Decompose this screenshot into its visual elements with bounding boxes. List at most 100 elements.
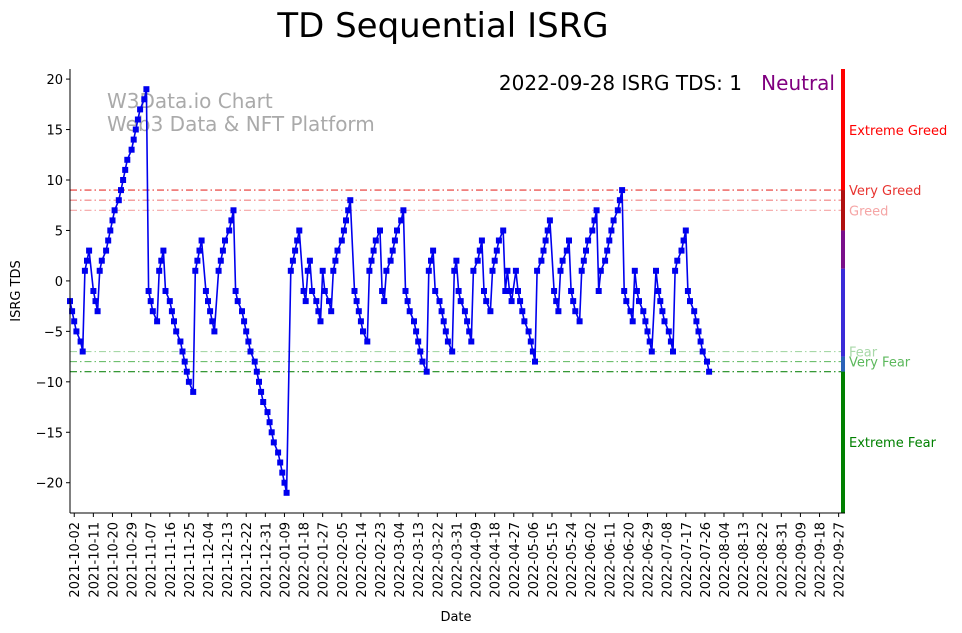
data-point	[644, 328, 651, 335]
data-point	[464, 318, 471, 325]
data-point	[232, 288, 239, 294]
data-point	[394, 227, 400, 234]
data-point	[141, 96, 148, 103]
x-tick-label: 2022-09-18	[814, 522, 829, 598]
data-point	[659, 308, 666, 315]
data-point	[226, 227, 233, 234]
data-point	[580, 257, 587, 264]
watermark-line-2: Web3 Data & NFT Platform	[107, 112, 375, 136]
data-point	[636, 298, 642, 305]
y-tick-label: 5	[55, 224, 63, 239]
data-point	[391, 237, 398, 244]
data-point	[483, 298, 490, 305]
zone-label-extreme-greed: Extreme Greed	[849, 124, 947, 139]
data-point	[419, 358, 426, 365]
data-point	[313, 298, 320, 305]
data-point	[642, 318, 649, 325]
x-tick-label: 2022-03-22	[431, 522, 446, 598]
x-tick-label: 2022-04-27	[508, 522, 523, 598]
data-point	[177, 338, 184, 345]
data-point	[79, 348, 86, 355]
data-point	[597, 267, 604, 274]
data-point	[171, 318, 177, 325]
x-tick-label: 2022-09-27	[833, 522, 848, 598]
data-point	[190, 388, 197, 395]
data-point	[493, 247, 500, 254]
sentiment-zone-bar: Extreme Greed Extreme Fear	[841, 69, 947, 513]
data-point	[417, 348, 424, 355]
data-point	[697, 338, 704, 345]
data-point	[351, 288, 358, 294]
data-point	[453, 257, 460, 264]
data-point	[98, 257, 105, 264]
x-tick-label: 2022-02-14	[355, 522, 370, 598]
data-point	[540, 247, 547, 254]
data-point	[608, 227, 615, 234]
data-point	[506, 288, 513, 294]
data-point	[258, 388, 265, 395]
data-point	[466, 328, 473, 335]
data-point	[130, 136, 137, 143]
data-point	[566, 237, 572, 244]
x-tick-label: 2022-07-26	[699, 522, 714, 598]
data-point	[183, 368, 190, 375]
x-tick-label: 2021-12-31	[259, 522, 274, 598]
x-tick-label: 2022-03-04	[393, 522, 408, 598]
y-ticks: 20 15 10 5 0 −5 −10 −15 −20	[36, 73, 70, 492]
sentiment-status: Neutral	[761, 71, 835, 95]
data-point	[585, 237, 592, 244]
data-point	[430, 247, 437, 254]
data-point	[283, 489, 290, 496]
data-point	[268, 429, 275, 436]
data-point	[595, 288, 602, 294]
data-point	[309, 288, 316, 294]
data-point	[306, 257, 313, 264]
data-point	[304, 267, 311, 274]
data-point	[657, 298, 664, 305]
data-point	[207, 308, 214, 315]
x-tick-label: 2021-12-13	[221, 522, 236, 598]
data-point	[387, 257, 394, 264]
data-point	[260, 399, 267, 405]
data-point	[438, 308, 445, 315]
data-point	[576, 318, 583, 325]
reference-line-label: Very Fear	[849, 356, 911, 371]
data-point	[674, 257, 681, 264]
data-point	[512, 267, 519, 274]
data-point	[134, 116, 141, 123]
data-point	[527, 338, 534, 345]
data-point	[476, 247, 483, 254]
data-point	[559, 257, 566, 264]
data-point	[105, 237, 112, 244]
x-tick-label: 2021-12-04	[202, 522, 217, 598]
data-point	[610, 217, 617, 224]
data-point	[389, 247, 396, 254]
data-point	[377, 227, 383, 234]
data-point	[621, 288, 628, 294]
y-tick-label: 15	[46, 124, 63, 139]
data-point	[432, 288, 439, 294]
data-point	[353, 298, 360, 305]
data-point	[319, 267, 326, 274]
data-point	[302, 298, 309, 305]
data-point	[253, 368, 260, 375]
data-point	[275, 449, 282, 456]
data-point	[154, 318, 161, 325]
data-point	[423, 368, 430, 375]
latest-reading-text: 2022-09-28 ISRG TDS: 1	[499, 71, 742, 95]
x-tick-label: 2022-04-09	[470, 522, 485, 598]
y-tick-label: −15	[36, 426, 63, 441]
data-point	[529, 348, 536, 355]
data-point	[145, 288, 152, 294]
data-point	[96, 267, 103, 274]
data-point	[69, 308, 76, 315]
x-tick-label: 2022-01-27	[317, 522, 332, 598]
data-point	[364, 338, 371, 345]
data-point	[196, 247, 203, 254]
x-tick-label: 2022-06-02	[584, 522, 599, 598]
data-point	[243, 328, 250, 335]
data-point	[655, 288, 662, 294]
data-point	[92, 298, 99, 305]
data-point	[557, 267, 564, 274]
